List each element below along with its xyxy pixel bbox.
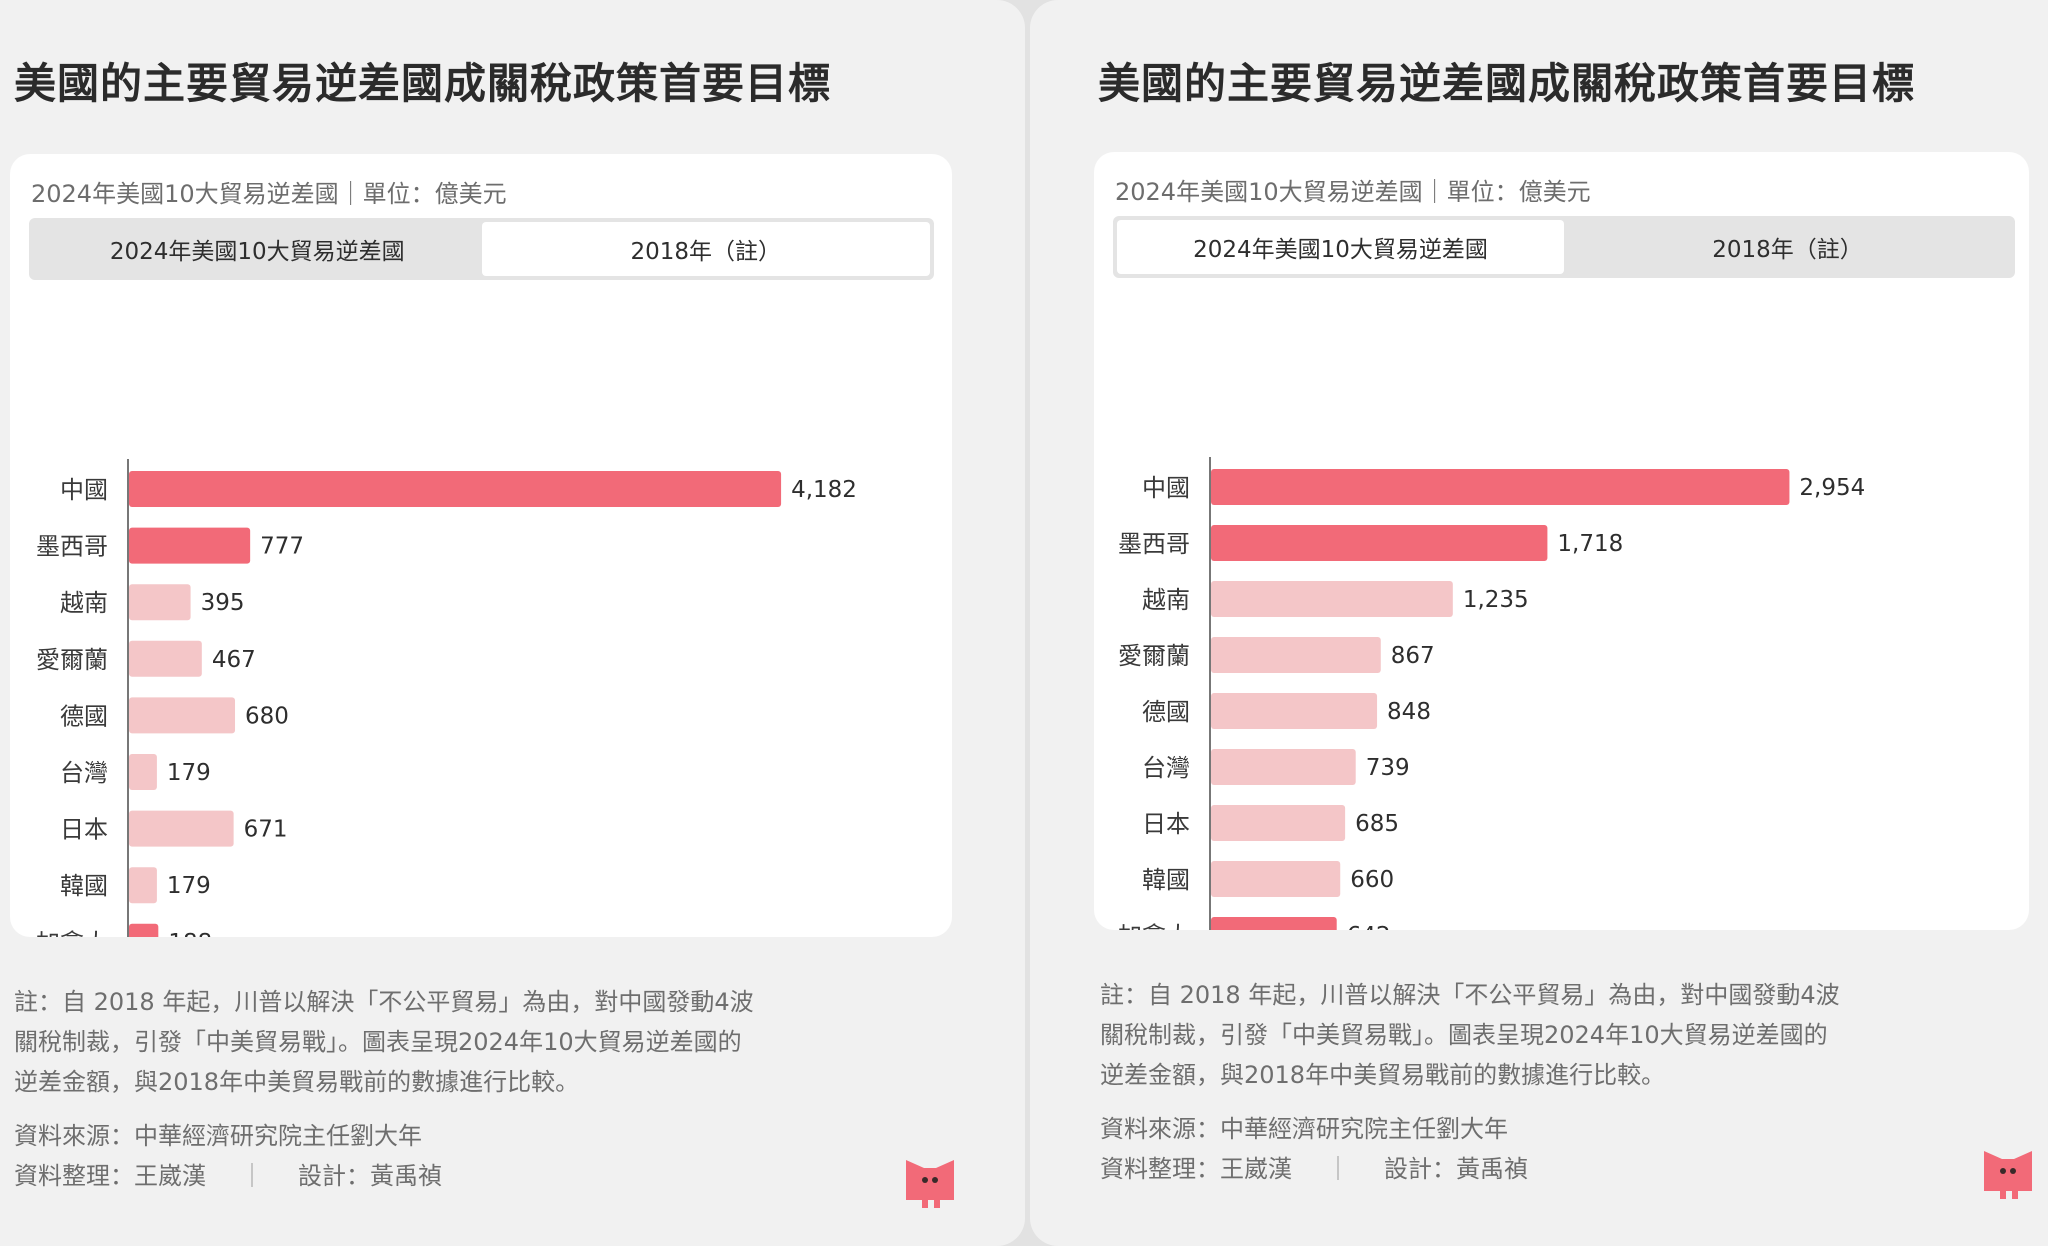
bar [129,584,191,621]
bar [1211,805,1346,841]
category-label: 韓國 [60,872,108,900]
value-label: 2,954 [1799,475,1865,501]
value-label: 739 [1366,755,1410,781]
value-label: 642 [1347,923,1391,930]
bar [1211,581,1453,617]
note-line: 逆差金額，與2018年中美貿易戰前的數據進行比較。 [1100,1061,1666,1089]
bar [129,810,234,847]
designer-text: 設計：黃禹禎 [1384,1155,1528,1183]
category-label: 日本 [60,816,108,844]
tab-bar: 2024年美國10大貿易逆差國 2018年（註） [1113,216,2015,278]
source-text: 資料來源：中華經濟研究院主任劉大年 [1100,1115,1508,1143]
category-label: 墨西哥 [36,533,108,561]
note-line: 關稅制裁，引發「中美貿易戰」。圖表呈現2024年10大貿易逆差國的 [1100,1021,1828,1049]
chart-subtitle: 2024年美國10大貿易逆差國｜單位：億美元 [1115,178,1591,206]
bar [1211,693,1378,729]
credits-separator: ｜ [1326,1155,1350,1183]
bar [129,527,251,564]
tab-2018[interactable]: 2018年（註） [481,222,930,276]
brand-logo-icon [1984,1151,2032,1199]
value-label: 848 [1387,699,1431,725]
note-line: 關稅制裁，引發「中美貿易戰」。圖表呈現2024年10大貿易逆差國的 [14,1028,742,1056]
category-label: 越南 [60,589,108,617]
source-text: 資料來源：中華經濟研究院主任劉大年 [14,1122,422,1150]
bar [129,640,202,677]
value-label: 1,235 [1463,587,1529,613]
category-label: 德國 [1142,698,1190,726]
category-label: 加拿大 [36,929,108,937]
category-label: 越南 [1142,586,1190,614]
note-line: 註：自 2018 年起，川普以解決「不公平貿易」為由，對中國發動4波 [14,988,754,1016]
category-label: 愛爾蘭 [36,646,108,674]
bar [129,754,157,790]
chart-subtitle: 2024年美國10大貿易逆差國｜單位：億美元 [31,180,507,208]
bar [1211,469,1790,505]
value-label: 671 [244,817,288,843]
chart-panel-left: 美國的主要貿易逆差國成關稅政策首要目標 2024年美國10大貿易逆差國｜單位：億… [0,0,1025,1246]
value-label: 680 [245,703,289,729]
tab-2018[interactable]: 2018年（註） [1712,237,1863,263]
notes-block: 註：自 2018 年起，川普以解決「不公平貿易」為由，對中國發動4波 關稅制裁，… [1100,975,1840,1189]
value-label: 179 [167,760,211,786]
value-label: 467 [212,647,256,673]
value-label: 395 [201,590,245,616]
value-label: 188 [168,930,212,937]
bar [1211,861,1341,897]
compiler-text: 資料整理：王崴漢 [1100,1155,1292,1183]
category-label: 台灣 [1142,754,1190,782]
category-label: 德國 [60,702,108,730]
bar [1211,917,1337,930]
chart-panel-right: 美國的主要貿易逆差國成關稅政策首要目標 2024年美國10大貿易逆差國｜單位：億… [1030,0,2048,1246]
compiler-text: 資料整理：王崴漢 [14,1162,206,1190]
bar-chart-2024: 中國 2,954 墨西哥 1,718 越南 1,235 愛爾蘭 867 德國 848 台灣 739 日本… [1118,457,1865,930]
notes-block: 註：自 2018 年起，川普以解決「不公平貿易」為由，對中國發動4波 關稅制裁，… [14,982,754,1196]
brand-logo-icon [906,1160,954,1208]
category-label: 台灣 [60,759,108,787]
bar [129,697,236,734]
category-label: 中國 [60,476,108,504]
chart-card: 2024年美國10大貿易逆差國｜單位：億美元 2024年美國10大貿易逆差國 2… [1094,152,2029,930]
credits: 資料整理：王崴漢 ｜ 設計：黃禹禎 [1100,1149,1840,1189]
designer-text: 設計：黃禹禎 [298,1162,442,1190]
panel-title: 美國的主要貿易逆差國成關稅政策首要目標 [14,59,832,108]
panel-title: 美國的主要貿易逆差國成關稅政策首要目標 [1098,59,1916,108]
tab-bar: 2024年美國10大貿易逆差國 2018年（註） [29,218,934,280]
value-label: 685 [1355,811,1399,837]
value-label: 179 [167,873,211,899]
bar [129,867,157,904]
category-label: 墨西哥 [1118,530,1190,558]
value-label: 867 [1391,643,1435,669]
value-label: 777 [260,534,304,560]
category-label: 韓國 [1142,866,1190,894]
category-label: 中國 [1142,474,1190,502]
value-label: 660 [1350,867,1394,893]
note-line: 註：自 2018 年起，川普以解決「不公平貿易」為由，對中國發動4波 [1100,981,1840,1009]
note-line: 逆差金額，與2018年中美貿易戰前的數據進行比較。 [14,1068,580,1096]
credits: 資料整理：王崴漢 ｜ 設計：黃禹禎 [14,1156,754,1196]
chart-card: 2024年美國10大貿易逆差國｜單位：億美元 2024年美國10大貿易逆差國 2… [10,154,952,937]
tab-2024[interactable]: 2024年美國10大貿易逆差國 [1117,220,1564,274]
bar [1211,525,1548,561]
bar [1211,637,1381,673]
category-label: 加拿大 [1118,922,1190,930]
bar [129,923,159,937]
credits-separator: ｜ [240,1162,264,1190]
bar [1211,749,1356,785]
value-label: 1,718 [1557,531,1623,557]
category-label: 愛爾蘭 [1118,642,1190,670]
bar [129,471,782,507]
value-label: 4,182 [791,477,857,503]
tab-2024[interactable]: 2024年美國10大貿易逆差國 [109,239,405,265]
category-label: 日本 [1142,810,1190,838]
bar-chart-2018: 中國 4,182 墨西哥 777 越南 395 愛爾蘭 467 德國 680 台灣 179 日本 671 韓… [36,459,857,937]
